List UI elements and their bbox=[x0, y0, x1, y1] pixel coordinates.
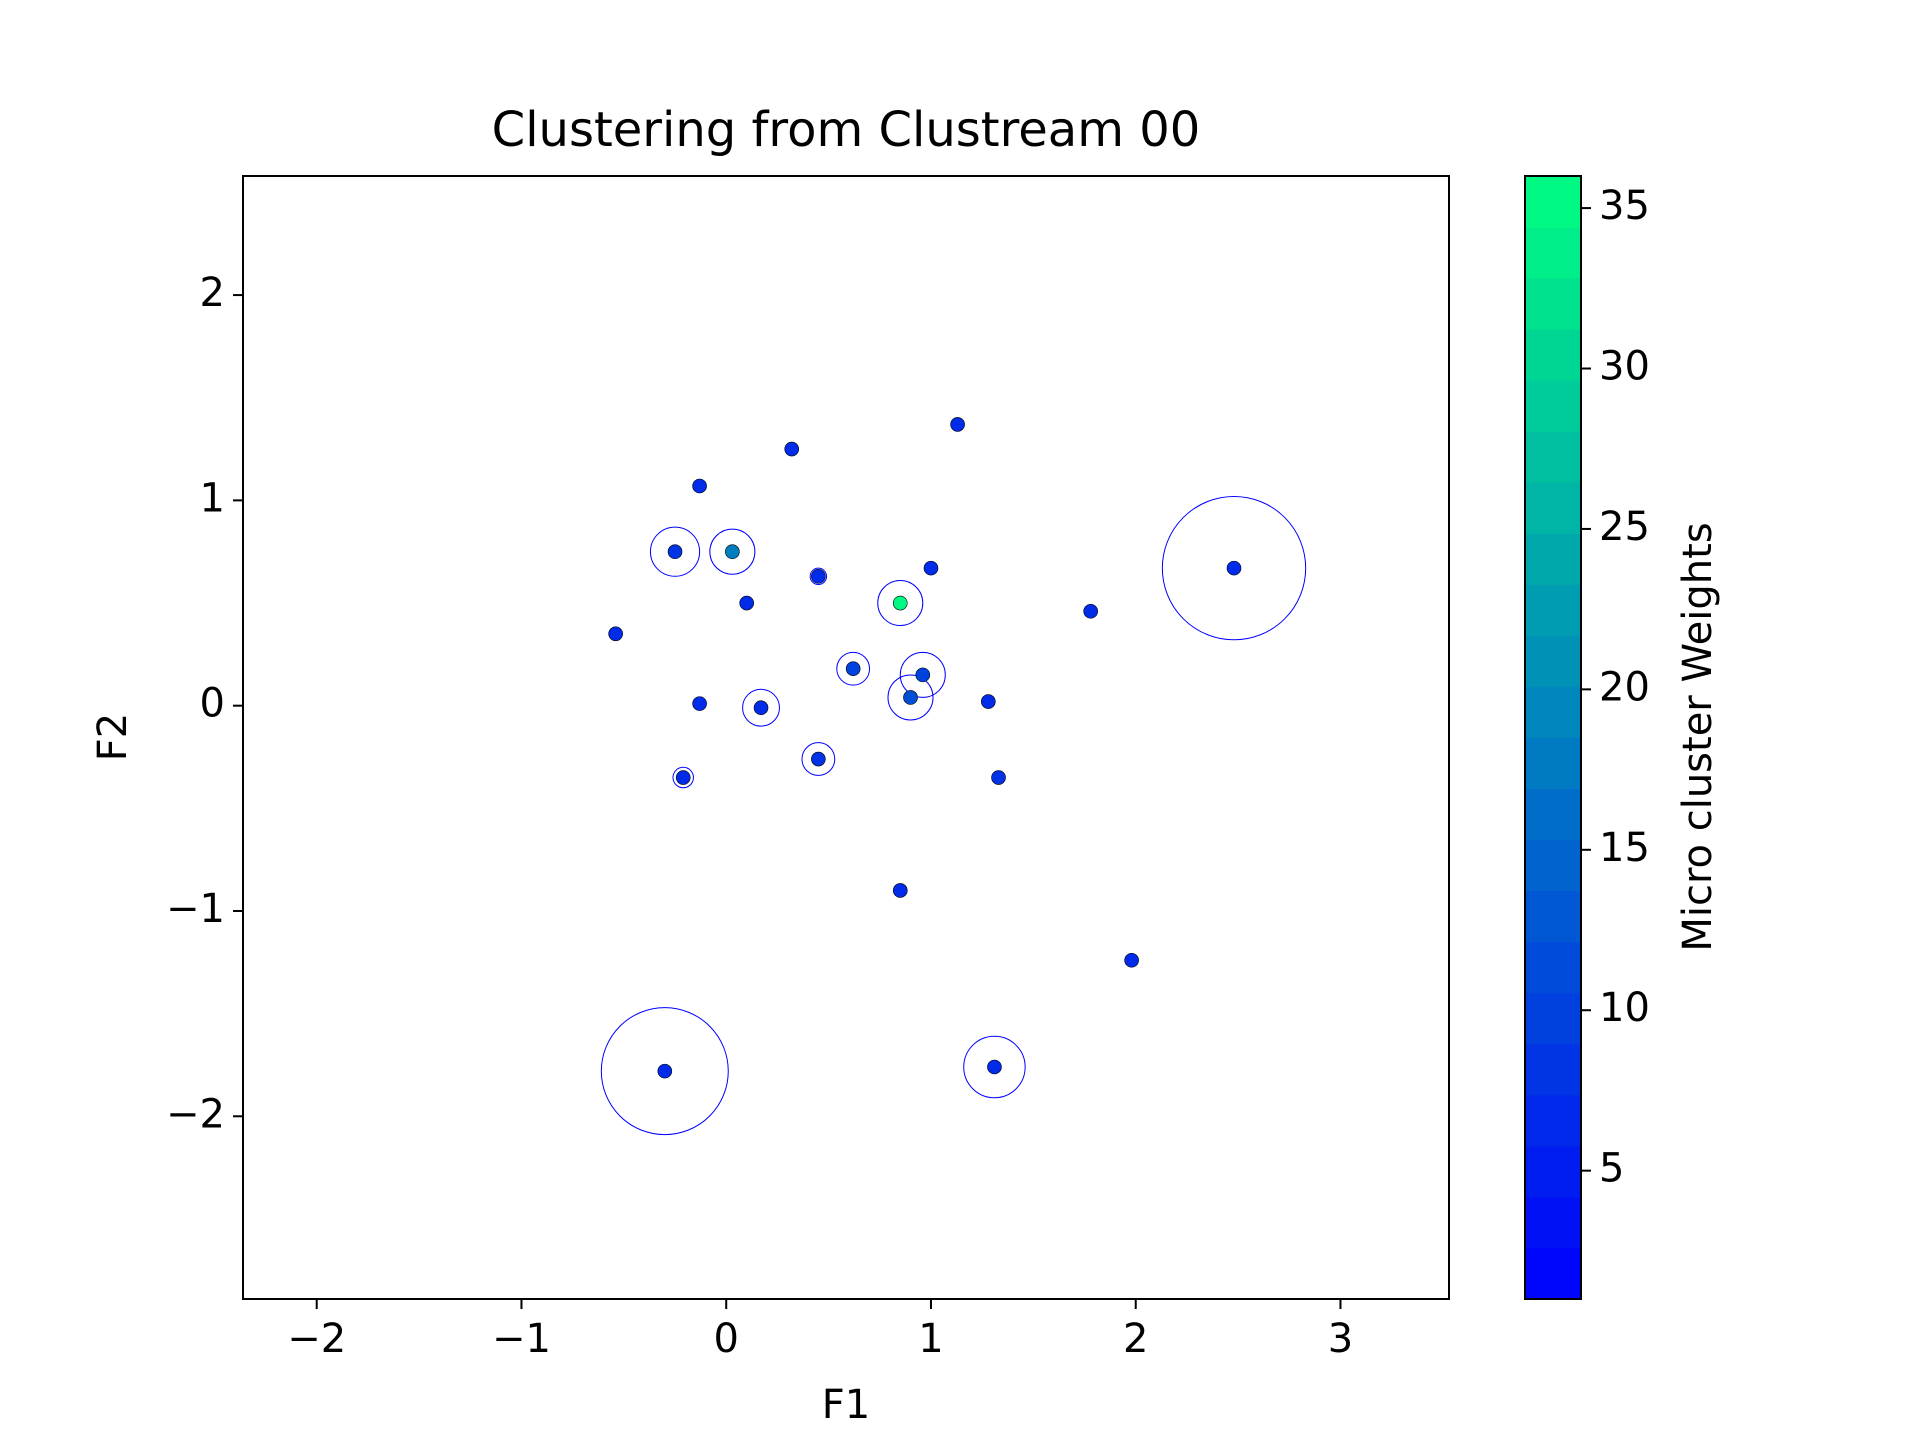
colorbar-tick-label: 30 bbox=[1599, 344, 1650, 390]
y-tick-label: −2 bbox=[166, 1091, 225, 1137]
y-tick-label: 0 bbox=[200, 681, 225, 727]
x-tick-label: −1 bbox=[492, 1316, 551, 1362]
y-tick-label: −1 bbox=[166, 886, 225, 932]
colorbar-segment bbox=[1525, 1196, 1581, 1249]
point bbox=[981, 694, 996, 709]
cluster-radius bbox=[649, 526, 701, 577]
colorbar-segment bbox=[1525, 635, 1581, 687]
point bbox=[753, 700, 769, 716]
colorbar-segment bbox=[1525, 431, 1581, 483]
point bbox=[923, 560, 939, 576]
point bbox=[657, 1063, 673, 1079]
cluster-radius bbox=[1161, 495, 1307, 641]
x-tick-label: −2 bbox=[287, 1316, 346, 1362]
x-tick-label: 0 bbox=[713, 1316, 738, 1362]
point bbox=[608, 626, 623, 642]
cluster-radius bbox=[600, 1007, 729, 1136]
colorbar-tick-label: 5 bbox=[1599, 1146, 1624, 1192]
point bbox=[845, 661, 861, 677]
cluster-radius bbox=[672, 766, 694, 789]
colorbar-frame bbox=[1524, 175, 1582, 1300]
point bbox=[725, 544, 740, 560]
colorbar-segment bbox=[1525, 788, 1581, 841]
cluster-radius bbox=[709, 528, 756, 575]
cluster-radius bbox=[887, 674, 934, 721]
cluster-radius bbox=[963, 1035, 1026, 1099]
cluster-radius bbox=[877, 580, 924, 627]
colorbar-segment bbox=[1525, 1145, 1581, 1198]
colorbar-segment bbox=[1525, 686, 1581, 738]
point bbox=[811, 569, 826, 584]
colorbar-segment bbox=[1525, 890, 1581, 943]
point bbox=[1083, 603, 1098, 619]
point bbox=[915, 667, 931, 683]
cluster-radius bbox=[801, 742, 836, 776]
point bbox=[811, 751, 826, 767]
colorbar-segment bbox=[1525, 533, 1581, 585]
point bbox=[692, 696, 707, 711]
cluster-radius bbox=[809, 567, 828, 586]
point bbox=[739, 595, 754, 611]
cluster-radius bbox=[899, 651, 946, 698]
colorbar-label: Micro cluster Weights bbox=[1675, 522, 1721, 951]
y-tick-label: 2 bbox=[200, 270, 225, 316]
x-tick-label: 1 bbox=[918, 1316, 943, 1362]
point bbox=[892, 595, 908, 611]
colorbar-tick-label: 35 bbox=[1599, 183, 1650, 229]
colorbar-tick-label: 25 bbox=[1599, 504, 1650, 550]
point bbox=[784, 441, 800, 457]
colorbar-segment bbox=[1525, 1247, 1581, 1300]
colorbar-segment bbox=[1525, 278, 1581, 330]
cluster-radius bbox=[836, 651, 871, 686]
plot-frame bbox=[242, 175, 1450, 1300]
colorbar-segment bbox=[1525, 839, 1581, 892]
colorbar-segment bbox=[1525, 329, 1581, 381]
colorbar-tick-label: 20 bbox=[1599, 664, 1650, 710]
x-tick-label: 3 bbox=[1328, 1316, 1353, 1362]
colorbar-segment bbox=[1525, 737, 1581, 790]
chart-title: Clustering from Clustream 00 bbox=[492, 102, 1201, 158]
colorbar-segment bbox=[1525, 941, 1581, 994]
x-axis-label: F1 bbox=[822, 1382, 870, 1428]
y-tick-label: 1 bbox=[200, 475, 225, 521]
point bbox=[892, 883, 908, 898]
point bbox=[1226, 560, 1242, 576]
cluster-radius bbox=[742, 688, 780, 727]
colorbar-tick-label: 15 bbox=[1599, 825, 1650, 871]
point bbox=[903, 690, 918, 705]
colorbar-tick-label: 10 bbox=[1599, 985, 1650, 1031]
colorbar-segment bbox=[1525, 482, 1581, 534]
point bbox=[1124, 952, 1139, 968]
point bbox=[692, 478, 707, 494]
colorbar-segment bbox=[1525, 176, 1581, 228]
colorbar-segment bbox=[1525, 992, 1581, 1045]
x-tick-label: 2 bbox=[1123, 1316, 1148, 1362]
colorbar-segment bbox=[1525, 1094, 1581, 1147]
point bbox=[950, 417, 965, 432]
colorbar-segment bbox=[1525, 584, 1581, 636]
colorbar-segment bbox=[1525, 227, 1581, 279]
colorbar-segment bbox=[1525, 1043, 1581, 1096]
point bbox=[987, 1059, 1002, 1075]
point bbox=[991, 770, 1006, 785]
colorbar-segment bbox=[1525, 380, 1581, 432]
y-axis-label: F2 bbox=[90, 713, 136, 761]
point bbox=[675, 770, 691, 785]
point bbox=[667, 544, 683, 560]
